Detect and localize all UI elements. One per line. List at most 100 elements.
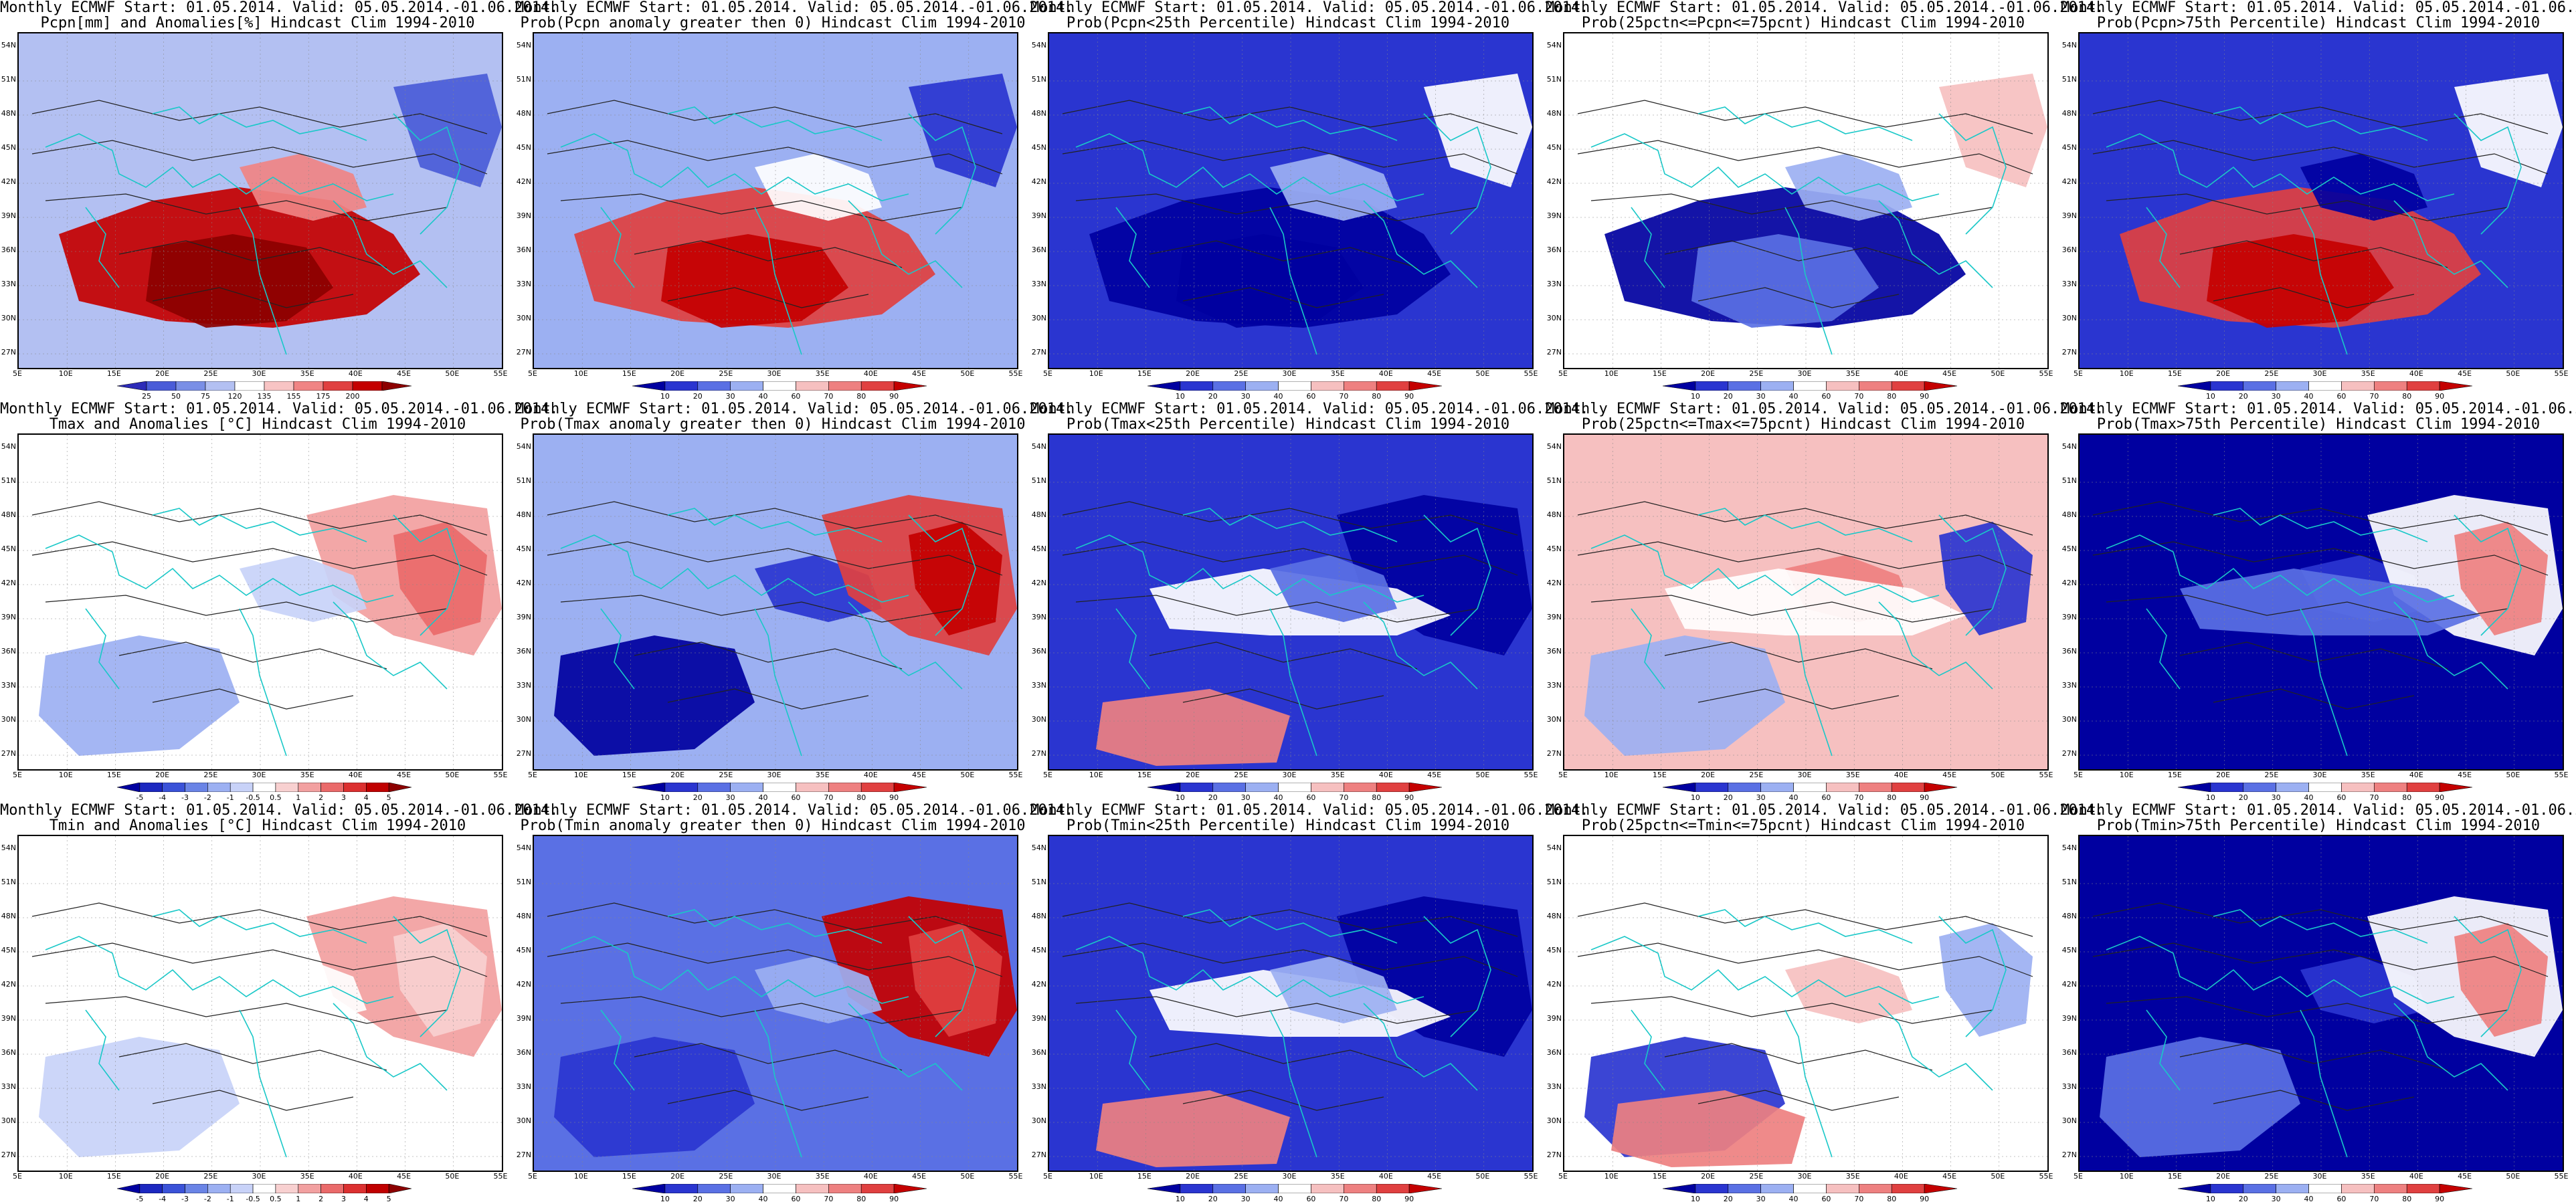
- climatology-contour: [31, 100, 488, 134]
- map-field-svg: [19, 836, 502, 1171]
- colorbar-tick-label: 25: [142, 392, 151, 401]
- lon-tick-label: 15E: [622, 369, 636, 378]
- lon-tick-label: 5E: [1558, 369, 1568, 378]
- lon-tick-label: 25E: [719, 771, 733, 779]
- colorbar: [2171, 783, 2479, 792]
- lon-tick-label: 40E: [1378, 1172, 1393, 1181]
- lon-tick-label: 35E: [2361, 771, 2375, 779]
- coastline: [1269, 1009, 1317, 1158]
- colorbar-tick-label: 5: [386, 793, 391, 802]
- colorbar-tick-label: 60: [1306, 392, 1316, 401]
- climatology-contour: [1577, 100, 2033, 134]
- climatology-contour: [667, 287, 869, 308]
- climatology-contour: [1062, 942, 1518, 977]
- lat-tick-label: 39N: [1, 1014, 16, 1023]
- colorbar-swatch: [763, 381, 796, 391]
- colorbar-swatch: [207, 783, 231, 792]
- lon-tick-label: 25E: [203, 369, 218, 378]
- lon-tick-label: 15E: [2167, 771, 2182, 779]
- field-shaded-region: [240, 957, 367, 1023]
- lon-tick-label: 20E: [670, 369, 685, 378]
- colorbar-tick-label: 0.5: [270, 1195, 282, 1203]
- panel-title-line2: Tmax and Anomalies [°C] Hindcast Clim 19…: [49, 416, 466, 433]
- lat-tick-label: 48N: [1546, 109, 1562, 118]
- map-field-svg: [534, 836, 1017, 1171]
- colorbar-swatch: [1344, 1184, 1377, 1193]
- lon-tick-label: 35E: [815, 771, 830, 779]
- lon-tick-label: 40E: [863, 1172, 878, 1181]
- lon-tick-label: 35E: [300, 369, 314, 378]
- coastline: [333, 200, 448, 288]
- colorbar-tick-label: 30: [1240, 392, 1251, 401]
- colorbar-swatch: [1891, 1184, 1925, 1193]
- lat-tick-label: 42N: [516, 980, 531, 989]
- lat-tick-label: 30N: [1, 1116, 16, 1125]
- lon-tick-label: 55E: [493, 1172, 508, 1181]
- colorbar-tick-label: 70: [1339, 793, 1349, 802]
- coastline: [1878, 601, 1993, 690]
- lat-tick-label: 27N: [1, 348, 16, 357]
- colorbar-swatch: [205, 381, 236, 391]
- climatology-contour: [547, 140, 1003, 175]
- panel-title-line2: Prob(Tmin>75th Percentile) Hindcast Clim…: [2096, 817, 2541, 834]
- field-shaded-region: [661, 234, 848, 328]
- map-field-svg: [534, 33, 1017, 368]
- coastline: [1115, 1009, 1150, 1091]
- lat-tick-label: 51N: [2061, 476, 2077, 485]
- panel-title-line1: Monthly ECMWF Start: 01.05.2014. Valid: …: [1546, 802, 2104, 819]
- colorbar-tick-label: 70: [2369, 793, 2379, 802]
- field-shaded-region: [1939, 923, 2033, 1037]
- colorbar-tick-label: 200: [345, 392, 360, 401]
- climatology-contour: [2213, 287, 2415, 308]
- colorbar-swatch: [1212, 1184, 1246, 1193]
- map-field-svg: [1564, 33, 2047, 368]
- lat-tick-label: 48N: [1546, 510, 1562, 519]
- climatology-contour: [2092, 541, 2549, 576]
- map-plot-area: [1048, 835, 1534, 1172]
- colorbar-swatch: [893, 783, 927, 792]
- panel-title-line2: Prob(Pcpn anomaly greater then 0) Hindca…: [520, 15, 1026, 31]
- colorbar-swatch: [2406, 381, 2440, 391]
- colorbar-swatch: [252, 783, 276, 792]
- lat-tick-label: 27N: [1546, 1150, 1562, 1159]
- coastline: [2213, 508, 2428, 542]
- lat-tick-label: 27N: [1, 749, 16, 758]
- lon-tick-label: 25E: [1234, 771, 1249, 779]
- lon-tick-label: 45E: [2458, 771, 2472, 779]
- lon-tick-label: 10E: [1089, 1172, 1103, 1181]
- lat-tick-label: 36N: [1546, 647, 1562, 656]
- lat-tick-label: 54N: [1, 843, 16, 852]
- lon-tick-label: 30E: [767, 771, 781, 779]
- panel-title-line1: Monthly ECMWF Start: 01.05.2014. Valid: …: [1030, 401, 1589, 417]
- lon-tick-label: 20E: [670, 771, 685, 779]
- colorbar-swatch: [1859, 381, 1892, 391]
- map-plot-area: [1048, 433, 1534, 771]
- coastline: [1590, 534, 1940, 603]
- colorbar-tick-label: 40: [1273, 392, 1283, 401]
- colorbar-tick-label: 1: [296, 1195, 301, 1203]
- lat-tick-label: 48N: [2061, 109, 2077, 118]
- lon-tick-label: 50E: [2506, 369, 2520, 378]
- lon-tick-label: 45E: [2458, 1172, 2472, 1181]
- lon-tick-label: 15E: [1137, 771, 1152, 779]
- colorbar-tick-label: 60: [1821, 392, 1831, 401]
- colorbar-swatch: [2439, 783, 2473, 792]
- lat-tick-label: 51N: [1031, 476, 1046, 485]
- coastline: [754, 207, 802, 355]
- lon-tick-label: 10E: [573, 369, 588, 378]
- lat-tick-label: 54N: [2061, 41, 2077, 49]
- colorbar-tick-label: 80: [2402, 1195, 2412, 1203]
- lon-tick-label: 35E: [300, 1172, 314, 1181]
- lon-tick-label: 45E: [397, 771, 411, 779]
- colorbar-swatch: [1245, 783, 1279, 792]
- colorbar-tick-label: 90: [1920, 1195, 1930, 1203]
- colorbar-swatch: [293, 381, 324, 391]
- field-shaded-region: [554, 1037, 755, 1157]
- lat-tick-label: 39N: [1546, 1014, 1562, 1023]
- colorbar: [1656, 783, 1964, 792]
- map-panel: Monthly ECMWF Start: 01.05.2014. Valid: …: [1030, 803, 1588, 1204]
- lon-tick-label: 20E: [1701, 1172, 1716, 1181]
- colorbar-tick-label: 70: [824, 793, 834, 802]
- colorbar-tick-label: -1: [226, 793, 234, 802]
- lat-tick-label: 45N: [2061, 946, 2077, 955]
